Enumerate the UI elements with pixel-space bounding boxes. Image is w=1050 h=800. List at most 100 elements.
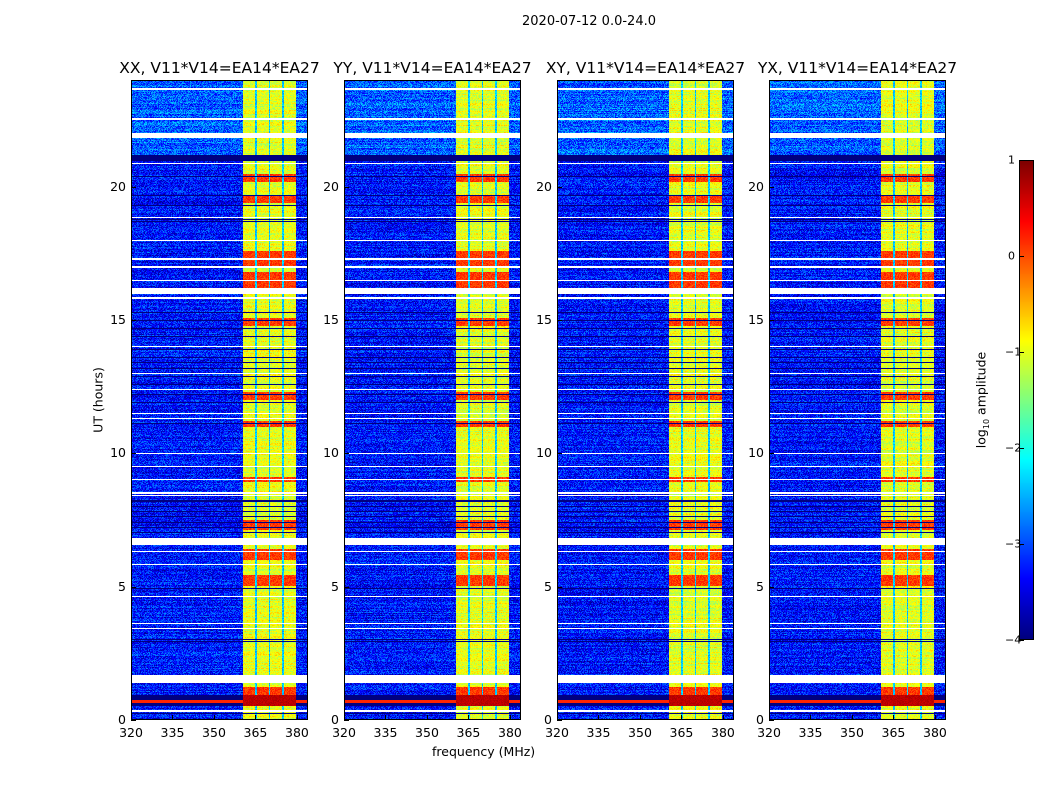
y-tick-mark xyxy=(557,453,562,455)
x-tick-label: 380 xyxy=(711,725,735,740)
x-tick-label: 380 xyxy=(285,725,309,740)
colorbar-tick-mark xyxy=(1019,160,1024,161)
y-axis-label: UT (hours) xyxy=(90,367,106,433)
y-tick-label: 5 xyxy=(118,578,126,594)
spectrogram-panel xyxy=(769,80,946,720)
x-tick-label: 320 xyxy=(332,725,356,740)
y-tick-mark xyxy=(557,586,562,588)
y-tick-mark xyxy=(344,186,349,188)
y-tick-label: 15 xyxy=(323,312,339,327)
y-tick-mark xyxy=(131,453,136,455)
x-tick-mark xyxy=(681,715,683,720)
colorbar-tick-label: 0 xyxy=(1008,249,1015,263)
y-tick-label: 0 xyxy=(118,712,126,727)
x-tick-mark xyxy=(172,715,174,720)
y-tick-label: 5 xyxy=(544,578,552,594)
x-tick-mark xyxy=(426,715,428,720)
x-tick-label: 320 xyxy=(757,725,781,740)
y-tick-mark xyxy=(557,720,562,721)
x-tick-label: 365 xyxy=(243,725,268,740)
colorbar-tick-mark xyxy=(1019,352,1024,353)
y-tick-mark xyxy=(344,586,349,588)
panel-title: YX, V11*V14=EA14*EA27 xyxy=(757,59,958,77)
colorbar-label-suffix: amplitude xyxy=(973,351,989,419)
y-tick-label: 20 xyxy=(323,178,339,194)
x-tick-label: 350 xyxy=(840,725,864,740)
x-tick-mark xyxy=(639,715,641,720)
x-tick-mark xyxy=(769,715,770,720)
x-tick-mark xyxy=(722,715,724,720)
x-tick-label: 335 xyxy=(798,725,823,740)
y-tick-label: 15 xyxy=(536,312,552,327)
y-tick-mark xyxy=(131,586,136,588)
colorbar-gradient xyxy=(1020,161,1033,639)
x-tick-label: 350 xyxy=(628,725,652,740)
x-tick-label: 380 xyxy=(923,725,947,740)
x-tick-mark xyxy=(385,715,387,720)
spectrogram-panel xyxy=(344,80,521,720)
colorbar-tick-mark xyxy=(1019,256,1024,257)
y-tick-mark xyxy=(344,453,349,455)
x-tick-mark xyxy=(344,715,345,720)
y-tick-mark xyxy=(131,186,136,188)
colorbar-tick-label: −4 xyxy=(1005,633,1022,647)
y-tick-label: 5 xyxy=(756,578,764,594)
y-tick-label: 20 xyxy=(748,178,764,194)
x-axis-label: frequency (MHz) xyxy=(432,744,536,759)
colorbar-tick-mark xyxy=(1019,448,1024,449)
colorbar-tick-label: −1 xyxy=(1005,345,1022,359)
panel-title: XY, V11*V14=EA14*EA27 xyxy=(545,59,746,77)
y-tick-label: 15 xyxy=(110,312,126,327)
x-tick-label: 335 xyxy=(160,725,185,740)
x-tick-label: 350 xyxy=(202,725,226,740)
y-tick-mark xyxy=(131,320,136,321)
y-tick-label: 10 xyxy=(748,445,764,461)
y-tick-mark xyxy=(769,186,774,188)
colorbar-label-prefix: log xyxy=(973,429,989,449)
panel-title: YY, V11*V14=EA14*EA27 xyxy=(333,59,532,77)
y-tick-label: 0 xyxy=(544,712,552,727)
x-tick-label: 335 xyxy=(586,725,611,740)
x-tick-label: 320 xyxy=(545,725,569,740)
y-tick-mark xyxy=(769,320,774,321)
x-tick-label: 350 xyxy=(415,725,439,740)
y-tick-label: 0 xyxy=(756,712,764,727)
x-tick-mark xyxy=(131,715,132,720)
colorbar-tick-label: −2 xyxy=(1005,441,1022,455)
x-tick-label: 380 xyxy=(498,725,522,740)
x-tick-mark xyxy=(468,715,470,720)
x-tick-mark xyxy=(509,715,511,720)
spectrogram-image xyxy=(345,81,520,719)
panel-title: XX, V11*V14=EA14*EA27 xyxy=(119,59,320,77)
colorbar-label-sub: 10 xyxy=(981,418,991,430)
y-tick-label: 10 xyxy=(536,445,552,461)
y-tick-label: 20 xyxy=(536,178,552,194)
y-tick-label: 0 xyxy=(331,712,339,727)
y-tick-mark xyxy=(557,320,562,321)
spectrogram-panel xyxy=(131,80,308,720)
y-tick-label: 5 xyxy=(331,578,339,594)
spectrogram-image xyxy=(558,81,733,719)
y-tick-mark xyxy=(344,720,349,721)
x-tick-mark xyxy=(213,715,215,720)
x-tick-mark xyxy=(810,715,812,720)
x-tick-label: 365 xyxy=(456,725,481,740)
x-tick-mark xyxy=(557,715,558,720)
y-tick-mark xyxy=(769,586,774,588)
y-tick-label: 10 xyxy=(323,445,339,461)
x-tick-mark xyxy=(893,715,895,720)
x-tick-label: 365 xyxy=(881,725,906,740)
y-tick-label: 10 xyxy=(110,445,126,461)
colorbar-tick-mark xyxy=(1019,640,1024,641)
colorbar-tick-label: −3 xyxy=(1005,537,1022,551)
y-tick-mark xyxy=(557,186,562,188)
figure-suptitle: 2020-07-12 0.0-24.0 xyxy=(522,14,656,29)
colorbar-tick-label: 1 xyxy=(1008,153,1015,167)
spectrogram-image xyxy=(132,81,307,719)
y-tick-mark xyxy=(769,720,774,721)
x-tick-label: 335 xyxy=(373,725,398,740)
x-tick-mark xyxy=(934,715,936,720)
colorbar-tick-mark xyxy=(1019,544,1024,545)
x-tick-mark xyxy=(255,715,257,720)
x-tick-mark xyxy=(598,715,600,720)
